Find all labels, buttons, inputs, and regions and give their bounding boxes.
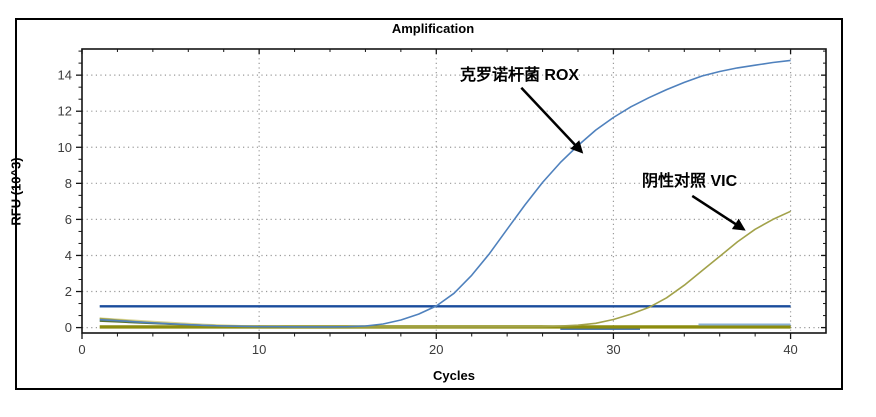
y-tick-label: 12 — [58, 104, 72, 119]
x-tick-label: 20 — [429, 342, 443, 357]
x-axis-label: Cycles — [433, 368, 475, 383]
x-tick-label: 0 — [78, 342, 85, 357]
x-tick-label: 30 — [606, 342, 620, 357]
x-tick-label: 10 — [252, 342, 266, 357]
annotation-cronobacter-rox: 克罗诺杆菌 ROX — [459, 67, 580, 85]
y-tick-label: 10 — [58, 140, 72, 155]
chart-title: Amplification — [391, 21, 475, 36]
series-negative-control-vic — [99, 210, 791, 328]
annotation-arrows — [520, 86, 746, 231]
y-tick-label: 0 — [65, 320, 72, 335]
plot-frame — [81, 48, 827, 334]
annotation-arrow — [520, 86, 584, 154]
annotation-negative-control-vic: 阴性对照 VIC — [642, 172, 738, 190]
y-tick-label: 14 — [58, 68, 72, 83]
annotation-arrow — [691, 194, 746, 231]
y-tick-label: 6 — [65, 212, 72, 227]
axis-ticks: 0 10 20 30 40 0 2 4 6 8 10 12 14 — [58, 49, 826, 357]
y-tick-label: 4 — [65, 248, 72, 263]
series — [99, 59, 791, 330]
y-tick-label: 8 — [65, 176, 72, 191]
gridlines — [82, 49, 826, 333]
series-cronobacter-rox — [99, 59, 791, 328]
y-tick-label: 2 — [65, 284, 72, 299]
x-tick-label: 40 — [783, 342, 797, 357]
